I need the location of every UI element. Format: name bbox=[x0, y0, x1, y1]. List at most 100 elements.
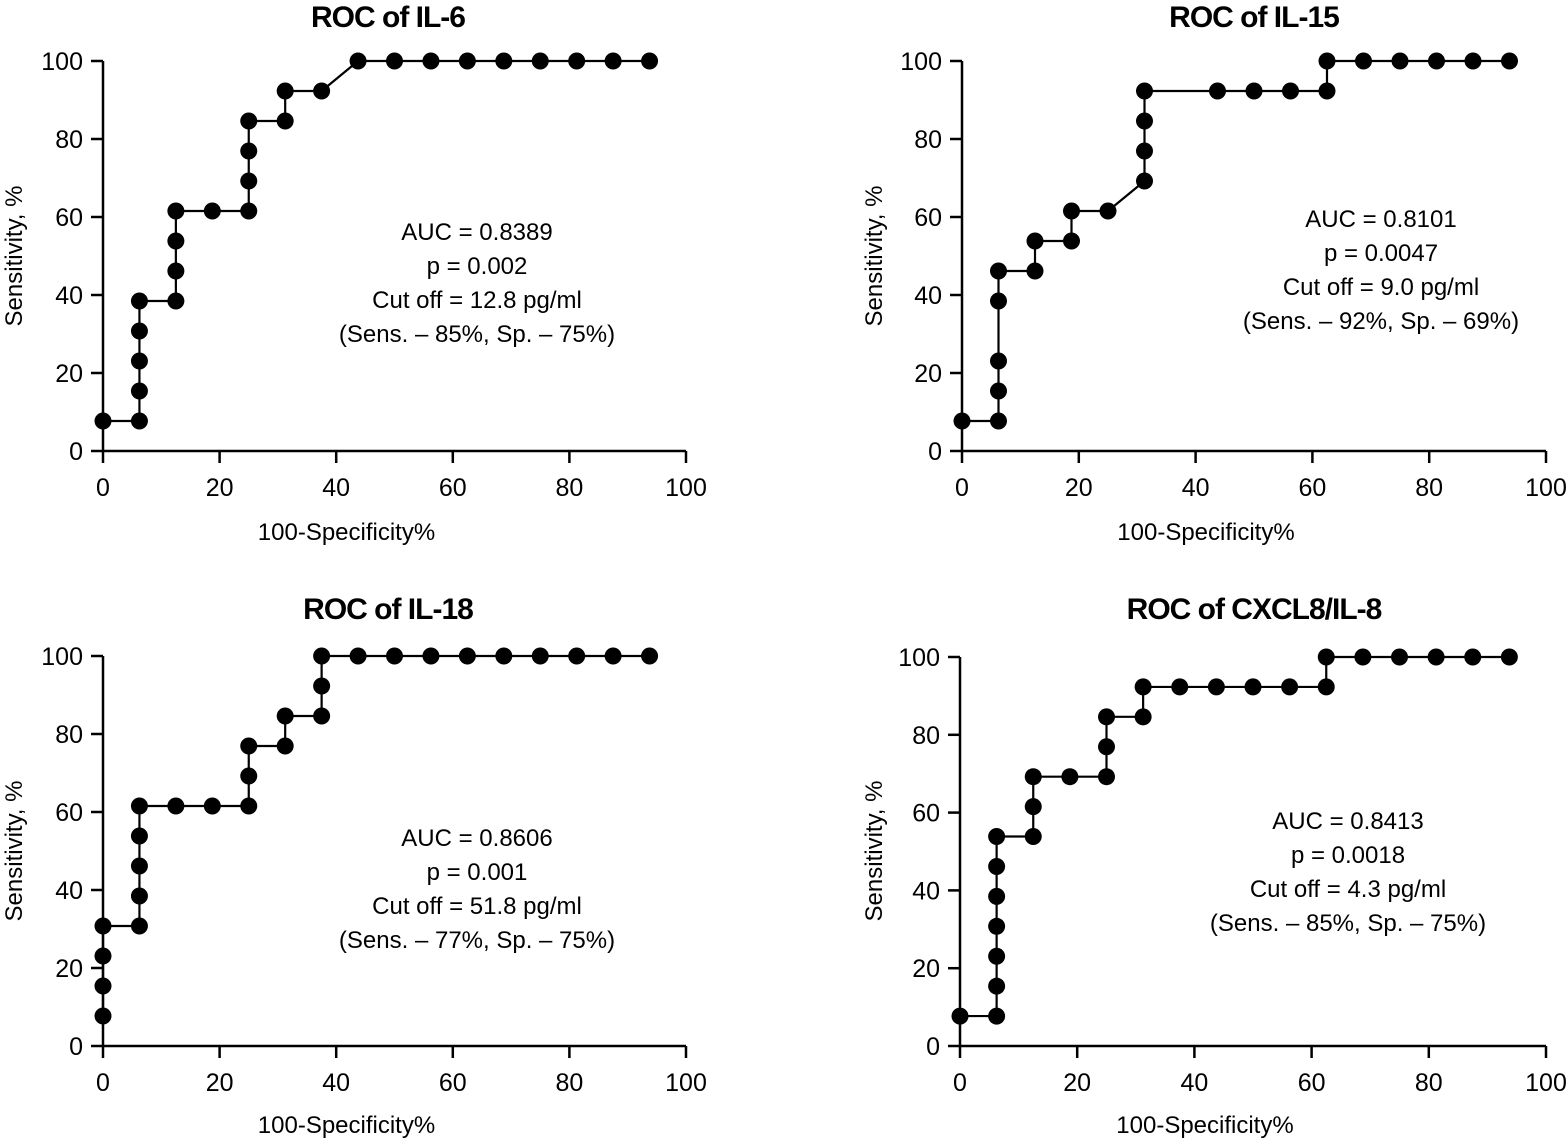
roc-data-point bbox=[988, 1007, 1006, 1025]
x-tick-label: 100 bbox=[1525, 474, 1567, 502]
roc-data-point bbox=[990, 262, 1007, 280]
x-tick-label: 60 bbox=[1298, 1069, 1326, 1097]
roc-data-point bbox=[349, 52, 367, 70]
x-tick-label: 100 bbox=[665, 474, 707, 502]
roc-data-point bbox=[276, 737, 294, 755]
roc-data-point bbox=[276, 112, 294, 130]
roc-data-point bbox=[531, 52, 549, 70]
roc-data-point bbox=[167, 202, 185, 220]
roc-data-point bbox=[990, 352, 1007, 370]
roc-curve-line bbox=[103, 59, 650, 423]
roc-data-point bbox=[203, 202, 221, 220]
roc-data-point bbox=[953, 412, 971, 430]
x-tick-label: 100 bbox=[1525, 1069, 1567, 1097]
roc-data-point bbox=[1136, 112, 1153, 130]
roc-data-point bbox=[1318, 52, 1336, 70]
auc-annotation-line: Cut off = 4.3 pg/ml bbox=[1250, 876, 1446, 903]
roc-panel-4: ROC of CXCL8/IL-8 0 20 40 60 80 100 0 20 40 60 80 10… bbox=[861, 593, 1567, 1139]
roc-data-point bbox=[1391, 648, 1408, 666]
roc-data-point bbox=[1500, 648, 1518, 666]
y-tick-label: 40 bbox=[55, 877, 83, 905]
roc-data-point bbox=[130, 827, 148, 845]
roc-data-point bbox=[495, 647, 513, 665]
roc-data-point bbox=[240, 797, 258, 815]
chart-title: ROC of IL-6 bbox=[311, 1, 465, 34]
roc-data-point bbox=[1391, 52, 1409, 70]
roc-data-point bbox=[990, 292, 1007, 310]
roc-curve-line bbox=[101, 654, 650, 1017]
roc-data-point bbox=[1099, 202, 1117, 220]
roc-data-point bbox=[495, 52, 513, 70]
y-tick-label: 40 bbox=[912, 877, 940, 905]
roc-data-point bbox=[1024, 768, 1042, 786]
x-tick-label: 80 bbox=[555, 474, 583, 502]
roc-data-point bbox=[1427, 648, 1445, 666]
roc-data-point bbox=[641, 52, 659, 70]
auc-annotation-line: AUC = 0.8389 bbox=[401, 219, 552, 246]
y-tick-label: 20 bbox=[914, 360, 942, 388]
roc-data-point bbox=[313, 707, 331, 725]
roc-data-point bbox=[1355, 52, 1372, 70]
y-axis-label: Sensitivity, % bbox=[861, 781, 888, 922]
roc-data-point bbox=[988, 947, 1006, 965]
auc-annotation-line: Cut off = 51.8 pg/ml bbox=[372, 893, 582, 920]
y-tick-label: 20 bbox=[55, 955, 83, 983]
roc-data-point bbox=[313, 647, 331, 665]
y-tick-label: 100 bbox=[900, 48, 942, 76]
auc-annotation-line: Cut off = 12.8 pg/ml bbox=[372, 287, 582, 314]
roc-data-point bbox=[990, 412, 1007, 430]
roc-data-point bbox=[240, 737, 258, 755]
roc-data-point bbox=[240, 202, 258, 220]
roc-data-point bbox=[386, 52, 403, 70]
roc-data-point bbox=[1098, 738, 1115, 756]
roc-data-point bbox=[1061, 768, 1079, 786]
roc-data-point bbox=[604, 52, 622, 70]
y-tick-label: 40 bbox=[55, 282, 83, 310]
auc-annotation-line: p = 0.002 bbox=[427, 253, 528, 280]
y-axis-label: Sensitivity, % bbox=[1, 781, 28, 922]
y-tick-label: 100 bbox=[41, 48, 83, 76]
roc-data-point bbox=[167, 797, 185, 815]
roc-data-point bbox=[1024, 798, 1042, 816]
roc-data-point bbox=[130, 917, 148, 935]
roc-curve-line bbox=[960, 655, 1510, 1018]
roc-data-point bbox=[1171, 678, 1189, 696]
x-tick-label: 60 bbox=[1298, 474, 1326, 502]
roc-panel-2: ROC of IL-15 0 20 40 60 80 100 0 20 40 60 80 100 100-… bbox=[861, 1, 1567, 546]
roc-data-point bbox=[1136, 172, 1153, 190]
roc-data-point bbox=[641, 647, 659, 665]
x-tick-label: 20 bbox=[1063, 1069, 1091, 1097]
x-tick-label: 0 bbox=[96, 1069, 110, 1097]
roc-data-point bbox=[94, 977, 112, 995]
y-tick-label: 60 bbox=[55, 799, 83, 827]
roc-data-point bbox=[1282, 82, 1299, 100]
roc-data-point bbox=[1026, 262, 1044, 280]
roc-data-point bbox=[1281, 678, 1299, 696]
x-tick-label: 20 bbox=[1065, 474, 1093, 502]
roc-data-point bbox=[1209, 82, 1226, 100]
roc-data-point bbox=[1136, 82, 1153, 100]
roc-data-point bbox=[276, 707, 294, 725]
roc-data-point bbox=[94, 412, 112, 430]
roc-data-point bbox=[1354, 648, 1372, 666]
roc-panel-1: ROC of IL-6 0 20 40 60 80 100 0 20 40 60 80 100 100-S… bbox=[1, 1, 707, 546]
roc-data-point bbox=[167, 262, 185, 280]
roc-data-point bbox=[349, 647, 367, 665]
roc-data-point bbox=[988, 917, 1006, 935]
roc-data-point bbox=[130, 412, 148, 430]
roc-data-point bbox=[94, 947, 112, 965]
chart-title: ROC of IL-18 bbox=[303, 593, 473, 626]
y-tick-label: 80 bbox=[55, 126, 83, 154]
auc-annotation-line: (Sens. – 92%, Sp. – 69%) bbox=[1243, 308, 1519, 335]
y-tick-label: 60 bbox=[55, 204, 83, 232]
x-tick-label: 100 bbox=[665, 1069, 707, 1097]
roc-data-point bbox=[1098, 768, 1115, 786]
x-axis-label: 100-Specificity% bbox=[258, 519, 435, 546]
roc-data-point bbox=[386, 647, 403, 665]
roc-data-point bbox=[1464, 648, 1482, 666]
x-tick-label: 40 bbox=[322, 474, 350, 502]
y-tick-label: 20 bbox=[55, 360, 83, 388]
roc-data-point bbox=[458, 52, 476, 70]
y-tick-label: 20 bbox=[912, 955, 940, 983]
